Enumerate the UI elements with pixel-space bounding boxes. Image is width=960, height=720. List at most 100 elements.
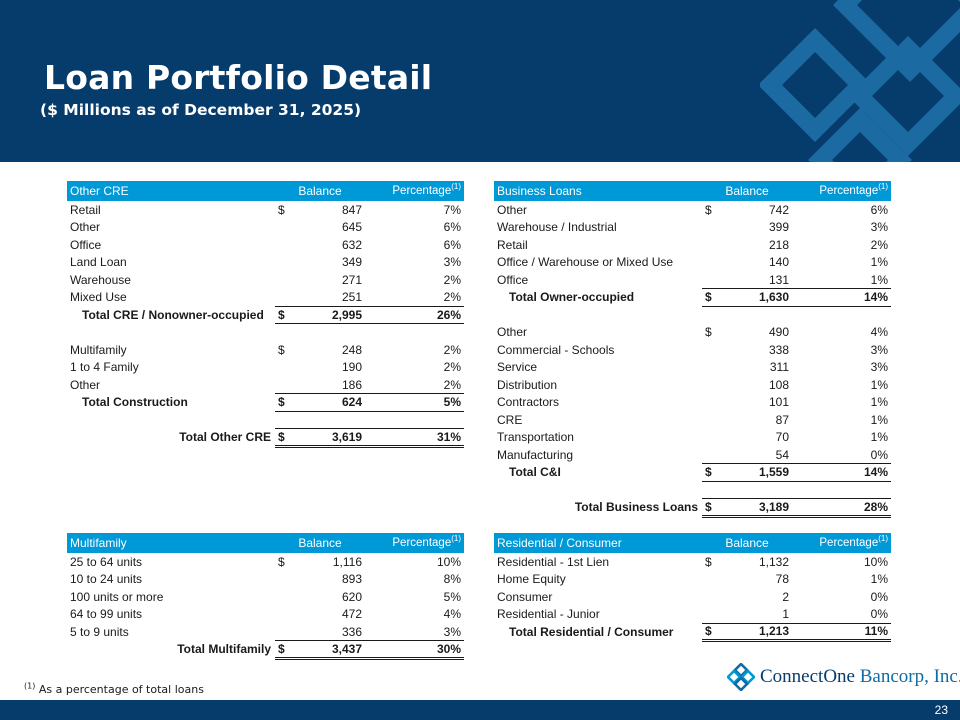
cell-sym (275, 271, 295, 289)
grand-total-row: Total Other CRE $ 3,619 31% (67, 428, 464, 448)
cell-value: 54 (775, 447, 789, 462)
table-row: CRE 87 1% (494, 411, 891, 429)
cell-label: 64 to 99 units (70, 607, 143, 622)
table-row: 64 to 99 units 472 4% (67, 606, 464, 624)
cell-value: 472 (341, 607, 362, 622)
cell-pct: 2% (443, 272, 461, 287)
header-balance: Balance (702, 533, 792, 553)
cell-sym (275, 359, 295, 377)
cell-label: Multifamily (70, 342, 127, 357)
cell-value: 742 (768, 202, 789, 217)
table-row: Warehouse / Industrial 399 3% (494, 219, 891, 237)
table-row: Multifamily $248 2% (67, 341, 464, 359)
cell-label: Distribution (497, 377, 558, 392)
cell-value: 190 (341, 360, 362, 375)
multifamily-table: Multifamily Balance Percentage(1) 25 to … (67, 533, 464, 660)
company-name: ConnectOne Bancorp, Inc. (760, 666, 960, 687)
cell-pct: 4% (443, 607, 461, 622)
table-row: Other 186 2% (67, 376, 464, 394)
business-loans-table: Business Loans Balance Percentage(1) Oth… (494, 181, 891, 518)
cell-label: 25 to 64 units (70, 554, 143, 569)
table-row: Office 632 6% (67, 236, 464, 254)
cell-pct: 1% (870, 272, 888, 287)
table-row: Retail 218 2% (494, 236, 891, 254)
cell-label: CRE (497, 412, 523, 427)
table-row: 1 to 4 Family 190 2% (67, 359, 464, 377)
cell-value: 251 (341, 290, 362, 304)
cell-label: Other (497, 325, 528, 340)
cell-sym (702, 219, 722, 237)
cell-value: 1,132 (758, 554, 789, 569)
cell-label: Mixed Use (70, 290, 127, 305)
other-cre-table: Other CRE Balance Percentage(1) Retail $8… (67, 181, 464, 448)
cell-sym (275, 289, 295, 307)
cell-sym (702, 588, 722, 606)
total-row: Total Multifamily $ 3,437 30% (67, 640, 464, 660)
cell-label: 10 to 24 units (70, 572, 143, 587)
cell-pct: 1% (870, 412, 888, 427)
cell-sym (275, 588, 295, 606)
header-percentage: Percentage(1) (365, 181, 464, 201)
table-row: Distribution 108 1% (494, 376, 891, 394)
total-row: Total Owner-occupied $ 1,630 14% (494, 288, 891, 307)
total-row: Total Residential / Consumer $ 1,213 11% (494, 622, 891, 642)
cell-label: Retail (70, 202, 101, 217)
table-row: Other $742 6% (494, 201, 891, 219)
cell-pct: 2% (443, 377, 461, 392)
cell-sym (702, 271, 722, 289)
table-row: Office 131 1% (494, 271, 891, 289)
cell-pct: 8% (443, 572, 461, 587)
cell-pct: 1% (870, 377, 888, 392)
cell-pct: 0% (870, 589, 888, 604)
diamond-lattice-icon (727, 663, 755, 691)
cell-sym (702, 411, 722, 429)
table-row: Commercial - Schools 338 3% (494, 341, 891, 359)
slide-footer: 23 (0, 700, 960, 720)
cell-sym: $ (705, 554, 712, 569)
cell-label: Residential - Junior (497, 607, 600, 622)
table-row: Office / Warehouse or Mixed Use 140 1% (494, 254, 891, 272)
cell-sym (702, 376, 722, 394)
cell-sym (275, 254, 295, 272)
cell-label: Retail (497, 237, 528, 252)
header-category: Other CRE (67, 181, 275, 201)
cell-value: 490 (768, 325, 789, 340)
grand-total-row: Total Business Loans $ 3,189 28% (494, 498, 891, 518)
cell-value: 2 (782, 589, 789, 604)
table-row: 10 to 24 units 893 8% (67, 571, 464, 589)
cell-sym: $ (705, 325, 712, 340)
cell-label: Office / Warehouse or Mixed Use (497, 255, 674, 270)
table-row: 25 to 64 units $1,116 10% (67, 553, 464, 571)
cell-value: 131 (768, 272, 789, 287)
cell-pct: 6% (443, 220, 461, 235)
cell-value: 311 (769, 360, 789, 375)
cell-pct: 3% (870, 360, 888, 375)
table-row: Residential - Junior 1 0% (494, 606, 891, 624)
cell-pct: 0% (870, 447, 888, 462)
cell-sym (275, 571, 295, 589)
table-row: 100 units or more 620 5% (67, 588, 464, 606)
cell-value: 70 (775, 430, 789, 445)
cell-pct: 3% (870, 342, 888, 357)
cell-label: Other (70, 220, 101, 235)
cell-label: Other (497, 202, 528, 217)
table-row: Residential - 1st Lien $1,132 10% (494, 553, 891, 571)
table-row: Contractors 101 1% (494, 394, 891, 412)
table-row: 5 to 9 units 336 3% (67, 623, 464, 641)
cell-label: Home Equity (497, 572, 566, 587)
cell-pct: 1% (870, 395, 888, 410)
cell-label: Commercial - Schools (497, 342, 615, 357)
header-percentage: Percentage(1) (365, 533, 464, 553)
cell-value: 645 (341, 220, 362, 235)
cell-pct: 2% (443, 290, 461, 304)
cell-pct: 3% (443, 624, 461, 639)
page-title: Loan Portfolio Detail (44, 58, 433, 97)
cell-sym (275, 236, 295, 254)
cell-pct: 3% (870, 220, 888, 235)
company-logo: ConnectOne Bancorp, Inc. (727, 662, 960, 692)
page-subtitle: ($ Millions as of December 31, 2025) (40, 101, 362, 119)
header-balance: Balance (702, 181, 792, 201)
cell-sym: $ (705, 202, 712, 217)
cell-value: 271 (341, 272, 362, 287)
cell-sym (275, 623, 295, 641)
